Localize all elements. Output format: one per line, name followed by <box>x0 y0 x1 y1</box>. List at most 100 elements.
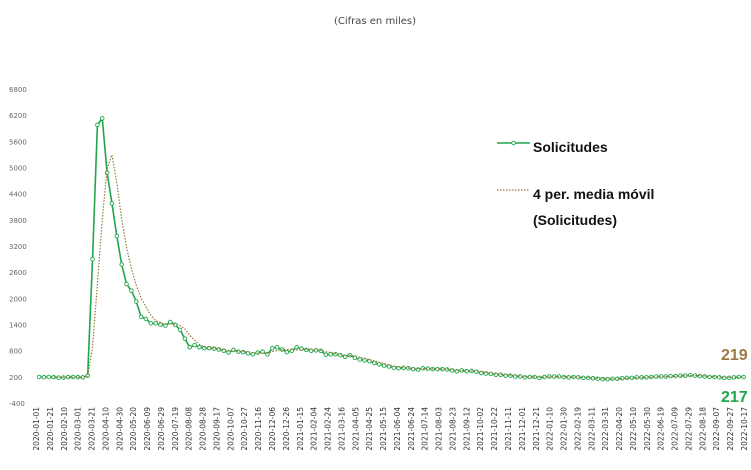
x-tick-label: 2020-01-01 <box>32 407 41 451</box>
x-tick-label: 2021-08-03 <box>435 407 444 451</box>
point <box>187 345 192 350</box>
x-tick-label: 2020-05-20 <box>129 407 138 451</box>
point <box>342 354 348 360</box>
x-tick-label: 2022-07-09 <box>671 407 680 451</box>
point <box>294 345 299 350</box>
x-tick-label: 2022-10-17 <box>740 407 749 451</box>
x-tick-label: 2020-10-27 <box>240 407 249 451</box>
point <box>274 345 280 350</box>
y-tick-label: 2600 <box>9 269 27 277</box>
point <box>114 233 120 239</box>
series-line <box>53 152 744 380</box>
end-label: 219 <box>721 347 748 364</box>
point <box>226 350 231 355</box>
y-tick-label: 3200 <box>9 243 27 251</box>
point <box>36 374 42 380</box>
point <box>265 352 270 357</box>
x-tick-label: 2020-07-19 <box>171 407 180 451</box>
point <box>372 360 377 366</box>
point <box>600 376 605 382</box>
point <box>333 352 338 357</box>
x-tick-label: 2021-10-02 <box>476 407 485 451</box>
x-tick-label: 2021-10-22 <box>490 407 499 451</box>
point <box>197 345 202 350</box>
point <box>134 299 139 304</box>
x-tick-label: 2021-02-04 <box>310 407 319 451</box>
x-tick-label: 2021-05-15 <box>379 407 388 451</box>
x-tick-label: 2021-02-24 <box>324 407 333 451</box>
y-tick-label: 5600 <box>9 138 27 146</box>
point <box>41 374 47 380</box>
x-tick-label: 2021-12-21 <box>532 407 541 451</box>
x-tick-label: 2020-06-09 <box>143 407 152 451</box>
y-tick-label: 6200 <box>9 112 27 120</box>
x-tick-label: 2021-04-25 <box>365 407 374 451</box>
x-tick-label: 2022-05-30 <box>643 407 652 451</box>
x-tick-label: 2022-09-07 <box>712 407 721 451</box>
x-tick-label: 2022-03-11 <box>587 407 596 451</box>
x-tick-label: 2021-06-24 <box>407 407 416 451</box>
point <box>376 362 382 367</box>
x-tick-label: 2021-08-23 <box>448 407 457 451</box>
point <box>129 288 134 293</box>
x-tick-label: 2020-03-01 <box>74 407 83 451</box>
point <box>221 348 226 354</box>
x-tick-label: 2021-09-12 <box>462 407 471 451</box>
point <box>168 319 173 325</box>
legend-label: Solicitudes <box>533 139 608 155</box>
y-tick-label: 1400 <box>9 322 27 330</box>
x-tick-label: 2021-06-04 <box>393 407 402 451</box>
x-tick-label: 2020-08-08 <box>185 407 194 451</box>
x-tick-label: 2021-04-05 <box>351 407 360 451</box>
point <box>177 327 183 333</box>
point <box>323 352 329 357</box>
point <box>46 374 52 380</box>
point <box>357 357 363 362</box>
point <box>702 374 707 379</box>
point <box>153 321 158 326</box>
point <box>119 262 124 267</box>
x-tick-label: 2020-10-07 <box>226 407 235 451</box>
x-tick-label: 2022-04-20 <box>615 407 624 451</box>
point <box>284 349 290 355</box>
point <box>386 364 392 369</box>
chart-subtitle: (Cifras en miles) <box>334 16 416 27</box>
point <box>148 321 154 326</box>
y-tick-label: 3800 <box>9 217 27 225</box>
y-tick-label: 6800 <box>9 86 27 94</box>
point <box>158 322 163 327</box>
x-tick-label: 2020-12-26 <box>282 407 291 451</box>
point <box>90 256 95 262</box>
x-tick-label: 2022-07-29 <box>684 407 693 451</box>
end-label: 217 <box>721 389 748 406</box>
point <box>362 358 367 363</box>
x-tick-label: 2022-03-31 <box>601 407 610 451</box>
y-tick-label: 4400 <box>9 191 27 199</box>
y-tick-label: 800 <box>9 348 22 356</box>
x-tick-label: 2022-08-18 <box>698 407 707 451</box>
y-tick-label: 200 <box>9 374 22 382</box>
x-tick-label: 2020-11-16 <box>254 407 263 451</box>
x-tick-label: 2021-11-11 <box>504 407 513 451</box>
x-tick-label: 2020-08-28 <box>199 407 208 451</box>
point <box>95 122 100 128</box>
x-tick-label: 2022-06-19 <box>657 407 666 451</box>
x-tick-label: 2020-04-30 <box>115 407 124 451</box>
x-tick-label: 2020-01-21 <box>46 407 55 451</box>
x-tick-label: 2022-09-27 <box>726 407 735 451</box>
legend-label: 4 per. media móvil (Solicitudes) <box>533 186 655 228</box>
x-tick-label: 2022-01-30 <box>560 407 569 451</box>
y-tick-label: 5000 <box>9 165 27 173</box>
point <box>109 201 115 206</box>
point <box>182 336 188 341</box>
x-tick-label: 2020-04-10 <box>101 407 110 451</box>
point <box>270 345 275 351</box>
y-tick-label: 2000 <box>9 295 27 303</box>
x-tick-label: 2020-02-10 <box>60 407 69 451</box>
x-tick-label: 2022-05-10 <box>629 407 638 451</box>
point <box>381 363 387 368</box>
x-tick-label: 2020-09-17 <box>212 407 221 451</box>
point <box>124 281 129 287</box>
